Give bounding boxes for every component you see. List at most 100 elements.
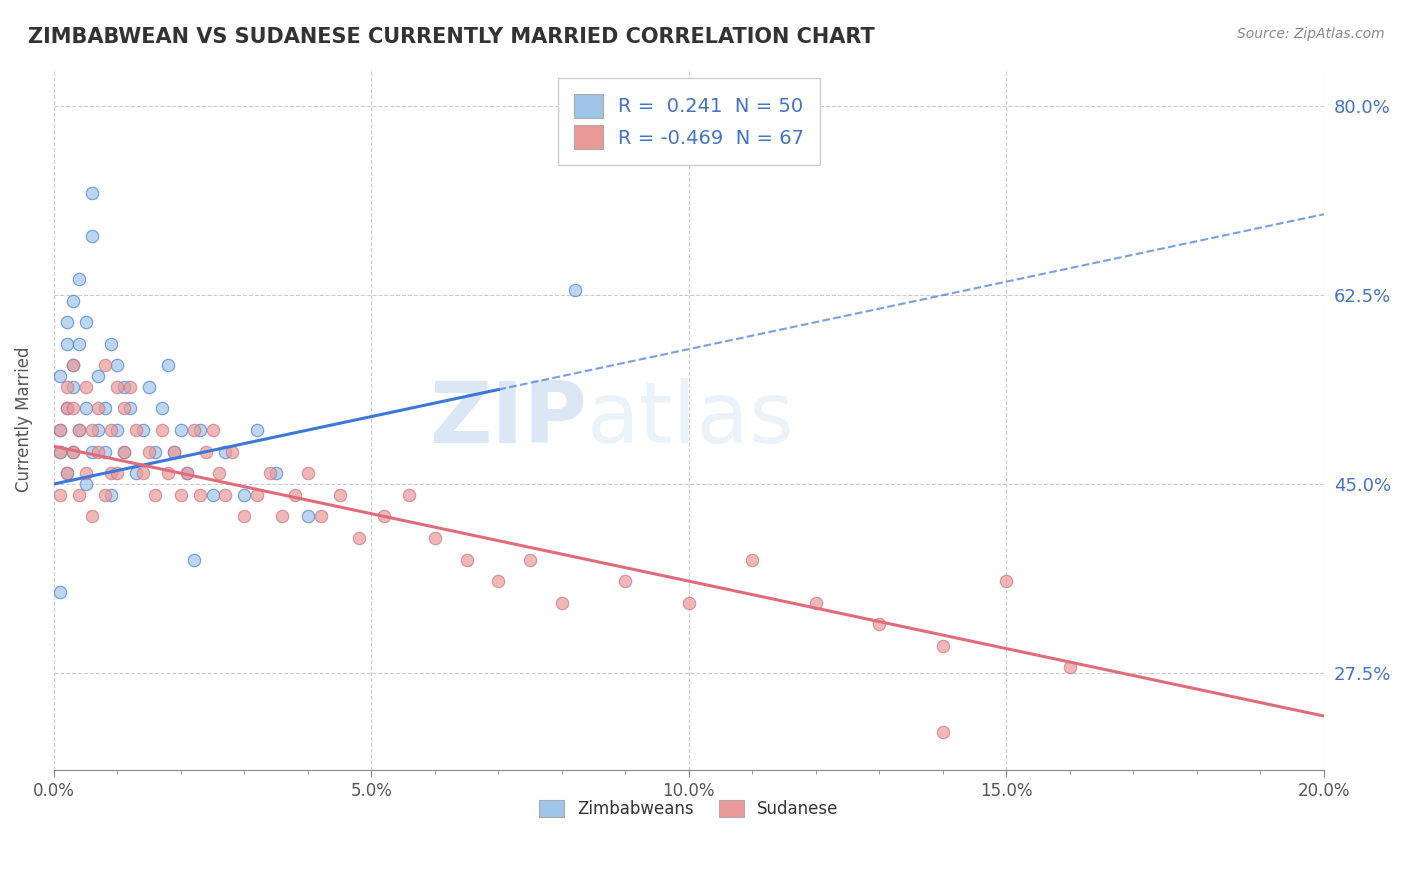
- Point: [125, 467, 148, 481]
- Text: atlas: atlas: [588, 377, 796, 461]
- Point: [75, 315, 97, 329]
- Point: [55, 336, 77, 351]
- Point: [55, 380, 77, 394]
- Point: [55, 401, 77, 416]
- Text: ZIP: ZIP: [429, 377, 588, 461]
- Point: [614, 574, 637, 589]
- Point: [868, 617, 890, 632]
- Point: [55, 315, 77, 329]
- Text: Source: ZipAtlas.com: Source: ZipAtlas.com: [1237, 27, 1385, 41]
- Point: [100, 467, 122, 481]
- Point: [145, 488, 167, 502]
- Point: [132, 467, 155, 481]
- Point: [259, 467, 281, 481]
- Point: [246, 488, 269, 502]
- Point: [55, 467, 77, 481]
- Point: [456, 552, 478, 566]
- Point: [87, 401, 110, 416]
- Point: [67, 423, 90, 437]
- Point: [741, 552, 763, 566]
- Point: [150, 401, 173, 416]
- Point: [170, 423, 193, 437]
- Point: [329, 488, 352, 502]
- Point: [80, 509, 103, 524]
- Point: [183, 423, 205, 437]
- Point: [214, 488, 236, 502]
- Point: [486, 574, 509, 589]
- Point: [138, 380, 160, 394]
- Point: [62, 359, 84, 373]
- Point: [233, 488, 256, 502]
- Point: [208, 467, 231, 481]
- Point: [551, 596, 574, 610]
- Point: [105, 467, 128, 481]
- Y-axis label: Currently Married: Currently Married: [15, 346, 32, 492]
- Point: [49, 488, 72, 502]
- Point: [176, 467, 198, 481]
- Point: [105, 423, 128, 437]
- Point: [284, 488, 307, 502]
- Text: ZIMBABWEAN VS SUDANESE CURRENTLY MARRIED CORRELATION CHART: ZIMBABWEAN VS SUDANESE CURRENTLY MARRIED…: [28, 27, 875, 46]
- Point: [246, 423, 269, 437]
- Point: [67, 488, 90, 502]
- Point: [67, 423, 90, 437]
- Point: [132, 423, 155, 437]
- Point: [183, 552, 205, 566]
- Point: [93, 359, 115, 373]
- Point: [80, 186, 103, 200]
- Point: [309, 509, 332, 524]
- Point: [62, 444, 84, 458]
- Point: [75, 477, 97, 491]
- Point: [188, 423, 211, 437]
- Point: [62, 380, 84, 394]
- Point: [67, 336, 90, 351]
- Point: [297, 467, 319, 481]
- Point: [100, 336, 122, 351]
- Point: [176, 467, 198, 481]
- Point: [49, 423, 72, 437]
- Point: [93, 401, 115, 416]
- Point: [201, 488, 224, 502]
- Point: [932, 725, 955, 739]
- Point: [157, 467, 180, 481]
- Point: [373, 509, 395, 524]
- Point: [62, 293, 84, 308]
- Point: [80, 228, 103, 243]
- Point: [49, 444, 72, 458]
- Point: [163, 444, 186, 458]
- Point: [195, 444, 218, 458]
- Point: [62, 444, 84, 458]
- Point: [932, 639, 955, 653]
- Point: [564, 283, 586, 297]
- Point: [233, 509, 256, 524]
- Point: [264, 467, 287, 481]
- Point: [201, 423, 224, 437]
- Point: [93, 488, 115, 502]
- Point: [163, 444, 186, 458]
- Point: [87, 444, 110, 458]
- Point: [112, 444, 135, 458]
- Point: [112, 444, 135, 458]
- Point: [80, 423, 103, 437]
- Point: [93, 444, 115, 458]
- Point: [55, 467, 77, 481]
- Point: [80, 444, 103, 458]
- Point: [150, 423, 173, 437]
- Point: [271, 509, 294, 524]
- Point: [170, 488, 193, 502]
- Point: [62, 359, 84, 373]
- Point: [75, 401, 97, 416]
- Point: [62, 401, 84, 416]
- Point: [118, 380, 141, 394]
- Point: [49, 423, 72, 437]
- Point: [55, 401, 77, 416]
- Point: [75, 467, 97, 481]
- Point: [118, 401, 141, 416]
- Point: [105, 359, 128, 373]
- Point: [157, 359, 180, 373]
- Point: [519, 552, 541, 566]
- Point: [125, 423, 148, 437]
- Point: [112, 401, 135, 416]
- Point: [214, 444, 236, 458]
- Point: [87, 423, 110, 437]
